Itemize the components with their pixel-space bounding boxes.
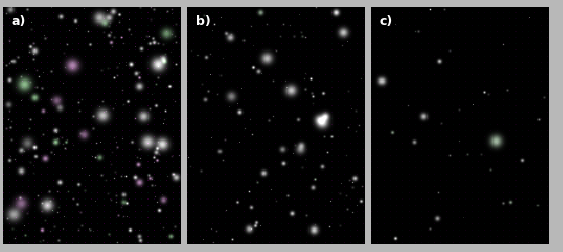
Text: c): c) [380, 15, 393, 28]
Text: a): a) [12, 15, 26, 28]
Text: b): b) [196, 15, 211, 28]
